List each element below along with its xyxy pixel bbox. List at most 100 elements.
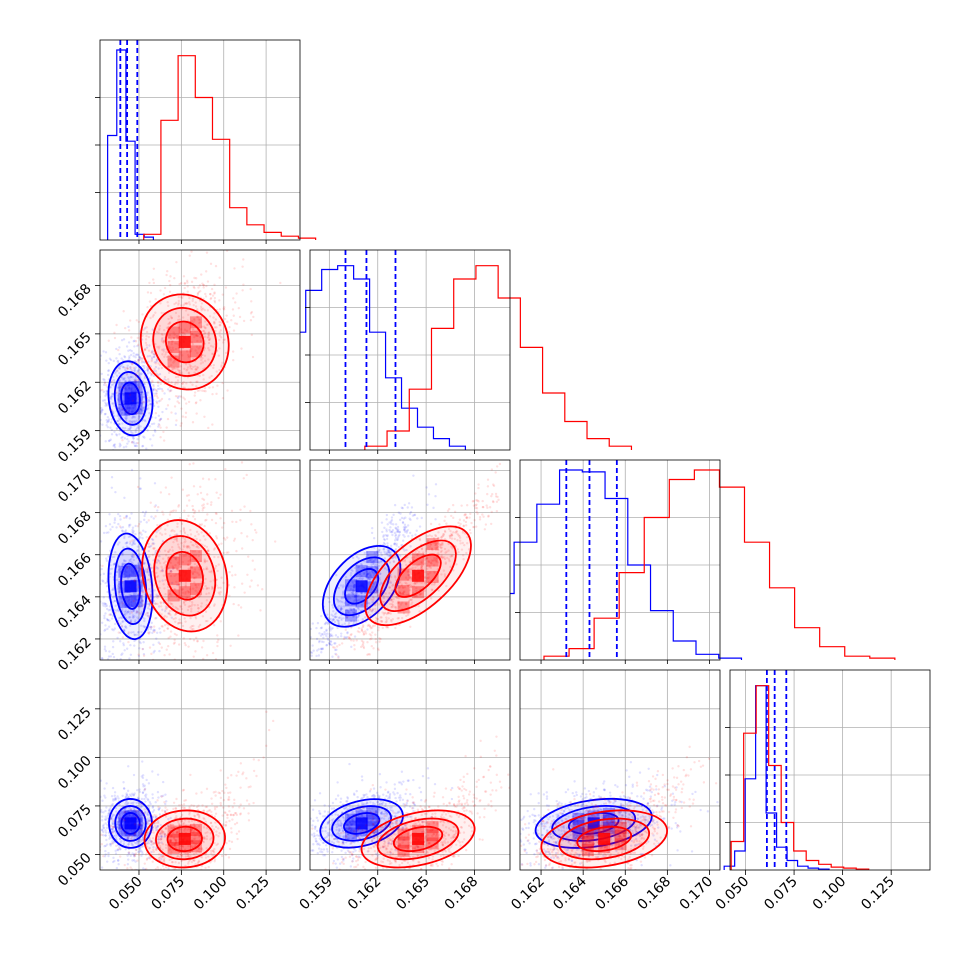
scatter-point — [126, 437, 129, 441]
scatter-point — [107, 420, 110, 423]
scatter-point — [432, 506, 435, 510]
scatter-point — [139, 531, 142, 534]
scatter-point — [143, 361, 146, 364]
scatter-point — [159, 491, 163, 494]
scatter-point — [126, 611, 129, 614]
scatter-point — [141, 390, 144, 394]
scatter-point — [128, 602, 131, 605]
scatter-point — [201, 357, 204, 360]
scatter-point — [327, 641, 331, 645]
scatter-point — [132, 406, 135, 410]
scatter-point — [402, 533, 405, 537]
scatter-point — [453, 510, 457, 513]
scatter-point — [196, 493, 199, 496]
scatter-point — [403, 527, 406, 530]
scatter-point — [347, 623, 350, 627]
scatter-point — [175, 558, 178, 561]
scatter-point — [391, 529, 395, 532]
scatter-point — [104, 834, 107, 837]
scatter-point — [100, 412, 102, 415]
scatter-point — [484, 523, 488, 526]
scatter-point — [164, 486, 168, 489]
scatter-point — [477, 483, 480, 486]
scatter-point — [125, 414, 129, 417]
scatter-point — [380, 521, 384, 524]
scatter-point — [151, 543, 154, 546]
scatter-point — [162, 513, 165, 516]
scatter-point — [330, 643, 333, 647]
scatter-point — [125, 541, 129, 545]
scatter-point — [208, 338, 211, 342]
scatter-point — [486, 506, 489, 509]
scatter-point — [376, 567, 380, 570]
scatter-point — [387, 551, 391, 554]
scatter-point — [189, 616, 192, 620]
scatter-point — [339, 607, 343, 611]
scatter-point — [214, 477, 217, 481]
scatter-point — [114, 611, 117, 615]
scatter-point — [193, 603, 196, 607]
scatter-point — [127, 410, 131, 413]
scatter-point — [440, 554, 443, 557]
scatter-point — [153, 589, 156, 592]
scatter-point — [148, 411, 151, 415]
scatter-point — [163, 378, 166, 381]
scatter-point — [410, 585, 413, 588]
scatter-point — [178, 318, 182, 321]
scatter-point — [366, 595, 370, 599]
scatter-point — [141, 852, 144, 855]
scatter-point — [150, 625, 153, 629]
scatter-point — [388, 561, 392, 564]
scatter-point — [374, 610, 378, 613]
scatter-point — [130, 543, 134, 547]
scatter-point — [133, 539, 136, 542]
scatter-point — [389, 551, 392, 555]
scatter-point — [182, 381, 185, 384]
scatter-point — [390, 522, 393, 525]
scatter-point — [176, 338, 179, 341]
scatter-point — [382, 534, 385, 537]
scatter-point — [138, 567, 142, 570]
scatter-point — [193, 286, 196, 290]
scatter-point — [224, 286, 228, 289]
scatter-point — [435, 542, 438, 546]
scatter-point — [136, 344, 139, 348]
scatter-point — [129, 558, 133, 561]
scatter-point — [125, 545, 129, 548]
scatter-point — [396, 525, 400, 529]
scatter-point — [148, 626, 151, 629]
scatter-point — [370, 563, 373, 567]
scatter-point — [378, 548, 381, 552]
scatter-point — [137, 353, 140, 357]
scatter-point — [147, 782, 151, 785]
scatter-point — [408, 598, 412, 602]
scatter-point — [138, 566, 141, 570]
scatter-point — [113, 521, 116, 524]
scatter-point — [142, 529, 145, 532]
scatter-point — [404, 526, 407, 529]
scatter-point — [365, 551, 369, 554]
scatter-point — [225, 314, 228, 317]
scatter-point — [337, 604, 341, 608]
scatter-point — [130, 441, 134, 444]
scatter-point — [122, 365, 125, 369]
scatter-point — [393, 543, 396, 546]
scatter-point — [214, 318, 218, 321]
scatter-point — [455, 563, 458, 566]
density-block — [124, 565, 137, 578]
scatter-point — [160, 387, 164, 391]
scatter-point — [120, 357, 123, 360]
scatter-point — [435, 541, 438, 545]
scatter-point — [125, 565, 129, 568]
scatter-point — [356, 616, 359, 619]
scatter-point — [138, 487, 142, 490]
scatter-point — [132, 437, 135, 440]
scatter-point — [374, 637, 377, 641]
scatter-point — [122, 643, 126, 647]
scatter-point — [128, 420, 131, 423]
scatter-point — [126, 366, 129, 370]
scatter-point — [475, 503, 478, 506]
scatter-point — [153, 649, 156, 653]
scatter-point — [186, 285, 189, 288]
scatter-point — [177, 608, 180, 611]
